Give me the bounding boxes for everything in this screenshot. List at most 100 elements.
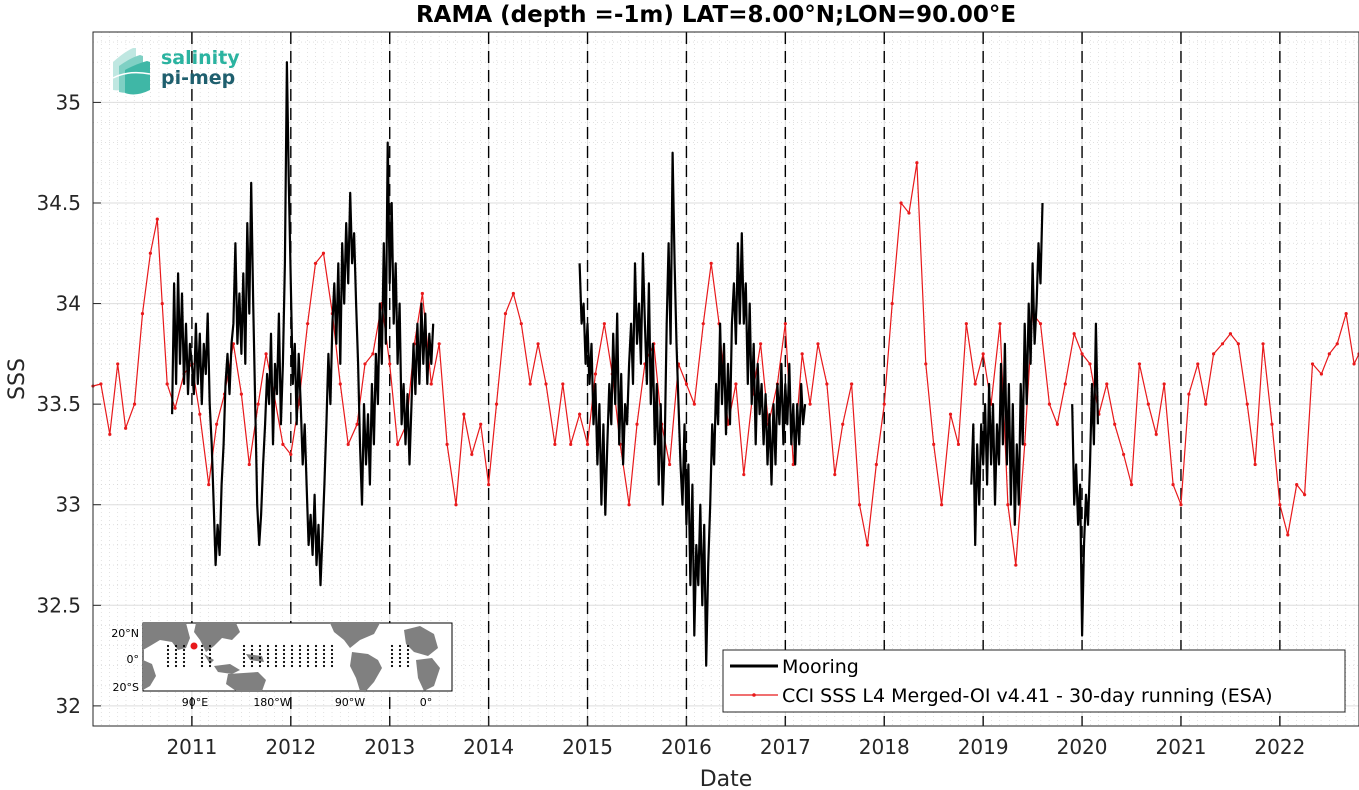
- mooring-station-dot: [330, 644, 334, 648]
- cci-sss-point: [338, 382, 342, 386]
- cci-sss-point: [841, 422, 845, 426]
- mooring-station-dot: [242, 660, 246, 664]
- cci-sss-point: [1245, 402, 1249, 406]
- mooring-station-dot: [258, 652, 262, 656]
- mooring-station-dot: [266, 664, 270, 668]
- mooring-station-dot: [406, 644, 410, 648]
- cci-sss-point: [1228, 332, 1233, 336]
- mooring-station-dot: [306, 664, 310, 668]
- mooring-station-dot: [330, 656, 334, 660]
- mooring-station-dot: [200, 664, 204, 668]
- mooring-station-dot: [250, 656, 254, 660]
- cci-sss-point: [825, 382, 829, 386]
- cci-sss-point: [1278, 503, 1282, 507]
- cci-sss-point: [108, 432, 112, 436]
- salinity-pimep-logo: salinity pi-mep: [112, 47, 240, 95]
- cci-sss-point: [627, 503, 631, 507]
- mooring-station-dot: [208, 664, 212, 668]
- mooring-station-dot: [314, 656, 318, 660]
- cci-sss-point: [454, 503, 458, 507]
- mooring-station-dot: [314, 648, 318, 652]
- y-tick-label: 33.5: [36, 392, 81, 416]
- cci-sss-point: [1080, 352, 1084, 356]
- cci-sss-point: [371, 352, 375, 356]
- cci-sss-point: [964, 322, 968, 326]
- cci-sss-point: [116, 362, 120, 366]
- x-tick-label: 2018: [859, 735, 910, 759]
- mooring-station-dot: [208, 648, 212, 652]
- mooring-station-dot: [290, 660, 294, 664]
- mooring-line-segment: [970, 202, 1044, 547]
- mooring-station-dot: [266, 652, 270, 656]
- mooring-station-dot: [166, 664, 170, 668]
- cci-sss-point: [1023, 442, 1027, 446]
- mooring-station-dot: [290, 656, 294, 660]
- map-lat-label-0: 0°: [127, 653, 140, 666]
- mooring-station-dot: [274, 664, 278, 668]
- cci-sss-point: [932, 442, 936, 446]
- logo-waves-icon: [112, 48, 151, 95]
- mooring-station-dot: [266, 644, 270, 648]
- mooring-station-dot: [174, 656, 178, 660]
- map-lat-label-20s: 20°S: [113, 681, 139, 694]
- cci-sss-point: [1319, 372, 1324, 376]
- cci-sss-point: [569, 442, 573, 446]
- cci-sss-point: [578, 412, 582, 416]
- mooring-station-dot: [208, 644, 212, 648]
- mooring-station-dot: [290, 648, 294, 652]
- cci-sss-point: [915, 161, 919, 165]
- cci-sss-point: [503, 312, 508, 316]
- x-tick-label: 2013: [364, 735, 415, 759]
- cci-sss-point: [289, 452, 293, 457]
- cci-sss-point: [1204, 402, 1208, 406]
- cci-sss-point: [709, 261, 713, 265]
- cci-sss-point: [1137, 362, 1142, 366]
- cci-sss-point: [1303, 493, 1307, 497]
- x-tick-label: 2016: [661, 735, 712, 759]
- mooring-station-dot: [242, 664, 246, 668]
- map-lon-label-0: 0°: [420, 696, 433, 709]
- mooring-station-dot: [322, 656, 326, 660]
- cci-sss-point: [553, 442, 557, 446]
- mooring-station-dot: [306, 652, 310, 656]
- cci-sss-point: [940, 503, 944, 507]
- cci-sss-point: [956, 442, 961, 446]
- y-tick-label: 32.5: [36, 593, 81, 617]
- cci-sss-point: [247, 462, 251, 467]
- mooring-station-dot: [330, 648, 334, 652]
- x-tick-label: 2021: [1156, 735, 1207, 759]
- cci-sss-point: [1261, 342, 1265, 346]
- mooring-station-dot: [314, 652, 318, 656]
- mooring-station-dot: [174, 660, 178, 664]
- cci-sss-point: [1154, 432, 1158, 436]
- mooring-station-dot: [282, 656, 286, 660]
- mooring-station-dot: [242, 652, 246, 656]
- cci-sss-point: [1047, 402, 1052, 406]
- x-axis-ticks: 2011 2012 2013 2014 2015 2016 2017 2018 2019 2020…: [166, 718, 1305, 759]
- mooring-station-dot: [274, 656, 278, 660]
- mooring-station-dot: [200, 644, 204, 648]
- mooring-station-dot: [390, 644, 394, 648]
- x-tick-label: 2019: [958, 735, 1009, 759]
- mooring-station-dot: [166, 648, 170, 652]
- cci-sss-point: [816, 342, 820, 346]
- mooring-station-dot: [398, 656, 402, 660]
- mooring-station-dot: [290, 644, 294, 648]
- map-lon-label-90w: 90°W: [335, 696, 365, 709]
- cci-sss-point: [1129, 483, 1134, 487]
- mooring-line-segment: [1071, 322, 1099, 637]
- mooring-station-dot: [330, 664, 334, 668]
- mooring-station-dot: [298, 660, 302, 664]
- cci-sss-point: [1187, 392, 1191, 396]
- x-axis-label: Date: [700, 767, 753, 790]
- y-tick-label: 35: [56, 90, 81, 114]
- cci-sss-point: [536, 342, 540, 346]
- x-tick-label: 2022: [1254, 735, 1305, 759]
- cci-sss-point: [198, 412, 202, 416]
- mooring-station-dot: [250, 660, 254, 664]
- cci-sss-point: [494, 402, 499, 406]
- cci-sss-point: [264, 352, 268, 356]
- cci-sss-point: [1335, 342, 1339, 346]
- mooring-station-dot: [274, 652, 278, 656]
- mooring-station-dot: [314, 644, 318, 648]
